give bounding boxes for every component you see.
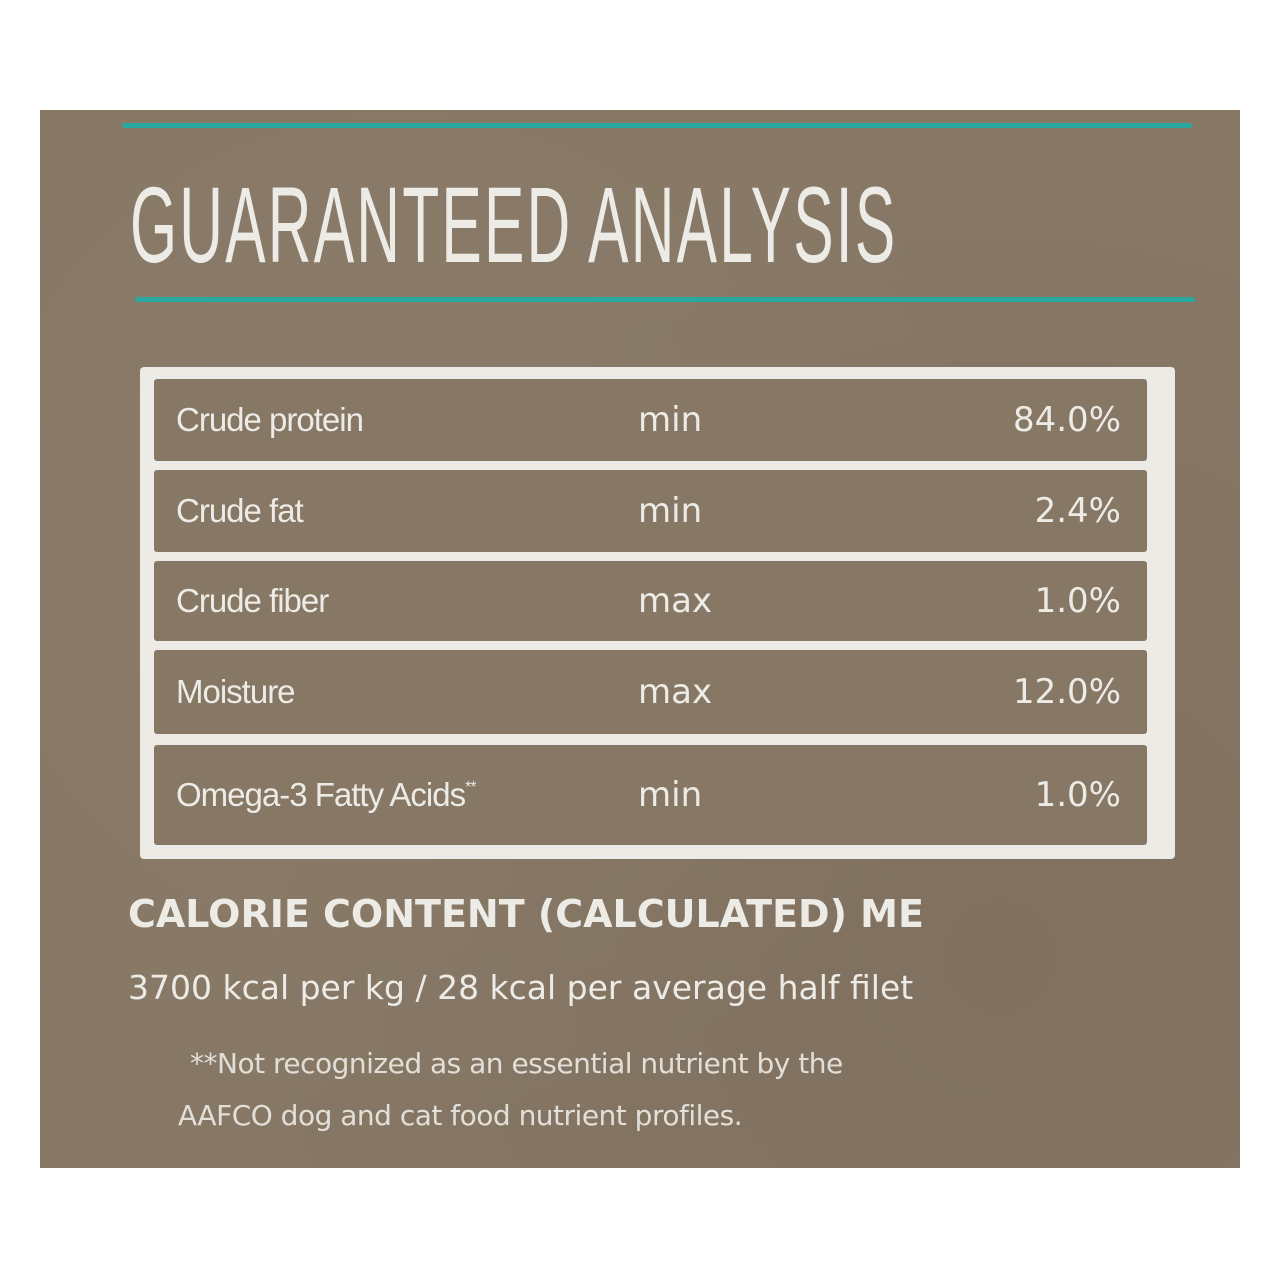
footnote-line-1: **Not recognized as an essential nutrien… [190,1047,843,1080]
nutrient-qualifier: max [638,581,713,621]
calorie-value: 3700 kcal per kg / 28 kcal per average h… [128,968,914,1007]
nutrient-label: Crude fiber [176,582,329,619]
nutrient-qualifier: min [638,400,703,440]
table-row: Crude fat min 2.4% [154,470,1147,552]
nutrient-label: Crude protein [176,401,364,438]
label-panel: GUARANTEED ANALYSIS Crude protein min 84… [40,110,1240,1168]
nutrient-qualifier: min [638,775,703,815]
table-row: Crude fiber max 1.0% [154,561,1147,641]
nutrient-label: Omega-3 Fatty Acids** [176,776,477,814]
nutrient-label: Moisture [176,673,296,710]
nutrient-value: 2.4% [1034,491,1121,531]
nutrient-value: 1.0% [1034,581,1121,621]
footnote-line-2: AAFCO dog and cat food nutrient profiles… [178,1099,743,1132]
bottom-accent-rule [135,297,1195,302]
table-row: Omega-3 Fatty Acids** min 1.0% [154,745,1147,845]
nutrient-value: 12.0% [1012,672,1121,712]
nutrient-value: 1.0% [1034,775,1121,815]
top-accent-rule [122,123,1192,128]
analysis-table: Crude protein min 84.0% Crude fat min 2.… [140,367,1175,859]
calorie-heading: CALORIE CONTENT (CALCULATED) ME [128,892,924,936]
footnote-marker: ** [465,779,476,796]
page-title: GUARANTEED ANALYSIS [130,164,898,285]
nutrient-qualifier: max [638,672,713,712]
nutrient-label-text: Omega-3 Fatty Acids [176,776,466,813]
nutrient-label: Crude fat [176,492,304,529]
footnote: **Not recognized as an essential nutrien… [178,1038,843,1142]
nutrient-value: 84.0% [1012,400,1121,440]
nutrient-qualifier: min [638,491,703,531]
table-row: Crude protein min 84.0% [154,379,1147,461]
table-row: Moisture max 12.0% [154,650,1147,734]
